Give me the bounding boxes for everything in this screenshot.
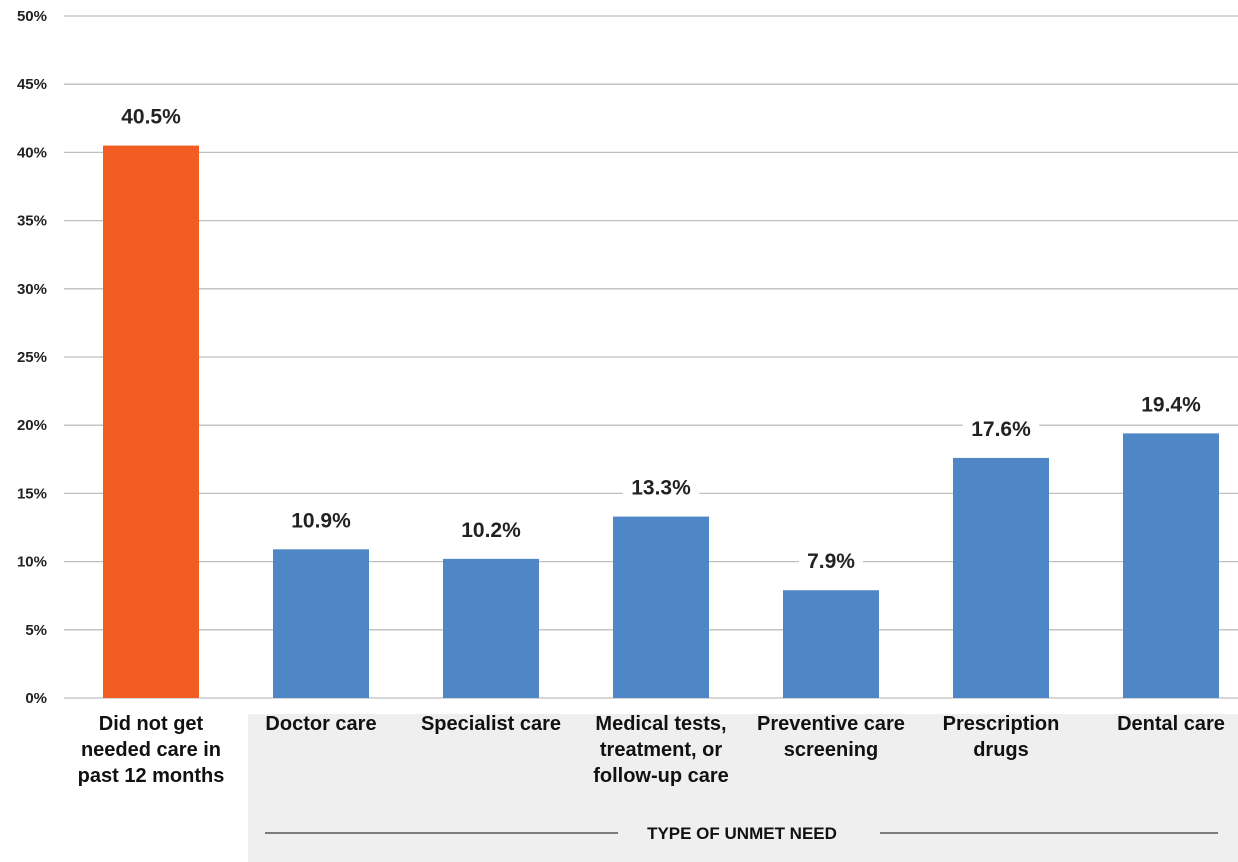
y-tick-label: 50% — [17, 8, 47, 25]
y-axis-tick-labels: 0% 5% 10% 15% 20% 25% 30% 35% 40% 45% 50% — [17, 8, 47, 707]
group-title: TYPE OF UNMET NEED — [647, 824, 837, 843]
y-tick-label: 10% — [17, 554, 47, 571]
category-label-line: screening — [784, 739, 878, 761]
data-label-background — [112, 103, 190, 132]
category-label-line: needed care in — [81, 739, 221, 761]
data-labels: 40.5% 10.9% 10.2% 13.3% 7.9% 17.6% 19.4% — [112, 103, 1210, 577]
y-tick-label: 15% — [17, 485, 47, 502]
bar — [613, 516, 709, 698]
y-tick-label: 40% — [17, 144, 47, 161]
data-label: 10.2% — [461, 519, 521, 542]
category-label-line: treatment, or — [600, 739, 722, 761]
category-label: Specialist care — [421, 713, 561, 735]
category-label: Prescription drugs — [943, 713, 1060, 761]
bars — [103, 145, 1219, 698]
category-label-line: Did not get — [99, 713, 204, 735]
data-label: 10.9% — [291, 509, 351, 532]
bar — [953, 457, 1049, 698]
data-label: 17.6% — [971, 418, 1031, 441]
bar — [443, 558, 539, 698]
y-tick-label: 20% — [17, 417, 47, 434]
data-label: 13.3% — [631, 477, 691, 500]
category-label: Preventive care screening — [757, 713, 905, 761]
category-label-line: past 12 months — [78, 765, 225, 787]
y-tick-label: 0% — [25, 690, 47, 707]
category-label-line: Preventive care — [757, 713, 905, 735]
data-label-background — [282, 507, 360, 536]
category-label-line: follow-up care — [593, 765, 729, 787]
category-labels: Did not get needed care in past 12 monthsD… — [78, 713, 1225, 787]
data-label-background — [452, 516, 530, 545]
category-label-line: Prescription — [943, 713, 1060, 735]
bar — [1123, 433, 1219, 698]
data-label-background — [622, 474, 700, 503]
category-label: Did not get needed care in past 12 months — [78, 713, 225, 787]
bar — [273, 549, 369, 698]
data-label: 19.4% — [1141, 393, 1201, 416]
y-tick-label: 25% — [17, 349, 47, 366]
bar — [783, 590, 879, 698]
group-background — [248, 714, 1238, 862]
category-label-line: drugs — [973, 739, 1029, 761]
category-label-line: Doctor care — [265, 713, 376, 735]
category-label-line: Dental care — [1117, 713, 1225, 735]
category-label-line: Specialist care — [421, 713, 561, 735]
category-label-line: Medical tests, — [595, 713, 726, 735]
bar — [103, 145, 199, 698]
data-label-background — [962, 415, 1040, 444]
category-label: Dental care — [1117, 713, 1225, 735]
data-label-background — [799, 548, 863, 577]
data-label: 7.9% — [807, 550, 855, 573]
category-label: Doctor care — [265, 713, 376, 735]
y-tick-label: 30% — [17, 281, 47, 298]
group-axis: TYPE OF UNMET NEED — [265, 824, 1218, 843]
data-label: 40.5% — [121, 106, 181, 129]
category-label: Medical tests, treatment, or follow-up car… — [593, 713, 729, 787]
y-tick-label: 45% — [17, 76, 47, 93]
y-tick-label: 5% — [25, 622, 47, 639]
y-tick-label: 35% — [17, 213, 47, 230]
data-label-background — [1132, 391, 1210, 420]
